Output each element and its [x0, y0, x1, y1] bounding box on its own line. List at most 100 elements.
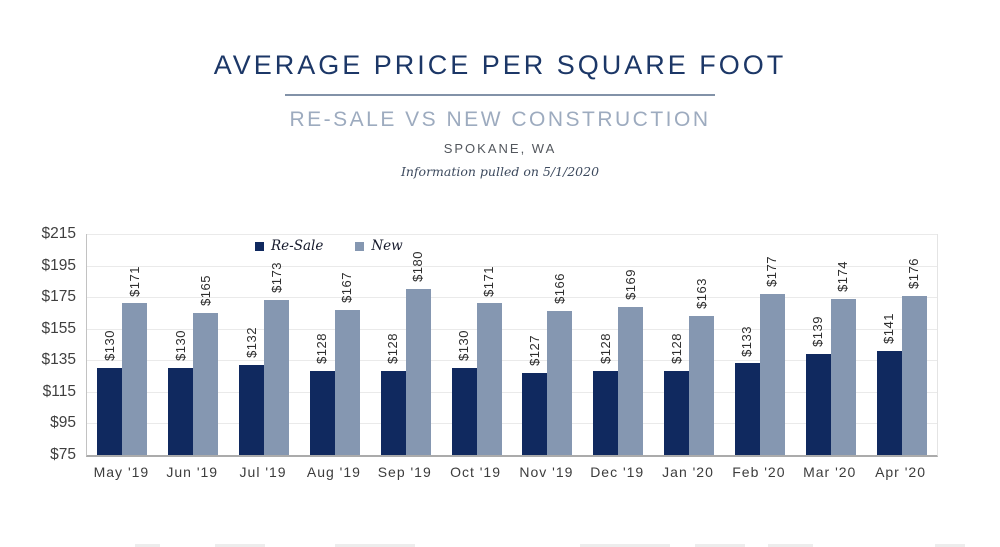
bar-value-label: $127 [526, 335, 542, 366]
gridline [87, 265, 937, 267]
bar-value-label: $176 [906, 257, 922, 289]
resale-bar [97, 368, 123, 455]
y-axis-tick-label: $135 [41, 351, 76, 369]
bar-value-label: $169 [622, 268, 638, 300]
bar-value-label: $167 [339, 271, 355, 303]
bar-value-label: $173 [268, 262, 284, 294]
bar-value-label: $177 [764, 256, 780, 287]
resale-bar [734, 363, 760, 455]
legend-swatch-icon [255, 241, 264, 251]
cropped-text-artifact [135, 544, 160, 547]
bar-value-label: $180 [410, 251, 426, 283]
bar-value-label: $130 [101, 330, 117, 362]
legend-item-new: New [355, 238, 403, 254]
new-construction-bar [405, 289, 431, 455]
info-pulled-note: Information pulled on 5/1/2020 [400, 164, 600, 179]
new-construction-bar [334, 309, 360, 455]
bar-value-label: $166 [551, 273, 567, 305]
bar-value-label: $128 [385, 333, 401, 365]
bar-value-label: $141 [881, 312, 897, 344]
y-axis-tick-label: $195 [41, 256, 76, 274]
new-construction-bar [759, 294, 785, 455]
y-axis-tick-label: $175 [41, 288, 76, 306]
chart-subtitle: RE-SALE VS NEW CONSTRUCTION [289, 108, 711, 131]
gridline [87, 391, 937, 393]
resale-bar [593, 371, 619, 455]
new-construction-bar [193, 312, 219, 455]
x-axis-labels: May '19 Jun '19 Jul '19 Aug '19 Sep '19 Oct '… [86, 464, 936, 480]
bar-value-label: $133 [739, 325, 755, 357]
new-construction-bar [547, 311, 573, 455]
resale-bar [309, 371, 335, 455]
gridline [87, 423, 937, 425]
bar-group: $128 $169 [583, 234, 654, 455]
resale-bar [876, 350, 902, 455]
bar-value-label: $128 [668, 333, 684, 365]
bar-value-label: $130 [172, 330, 188, 362]
new-construction-bar [830, 298, 856, 455]
title-divider-line [285, 94, 715, 96]
new-construction-bar [122, 303, 148, 455]
new-construction-bar [264, 300, 290, 455]
y-axis-tick-label: $155 [41, 319, 76, 337]
new-construction-bar [618, 306, 644, 455]
chart-header: AVERAGE PRICE PER SQUARE FOOT RE-SALE VS… [0, 0, 1000, 179]
cropped-text-artifact [335, 544, 415, 547]
x-axis-label: Jun '19 [166, 464, 219, 480]
x-axis-label: Aug '19 [306, 464, 361, 480]
resale-bar [805, 353, 831, 455]
bar-value-label: $171 [126, 265, 142, 297]
chart-legend: Re-Sale New [255, 238, 403, 254]
y-axis-tick-label: $215 [41, 225, 76, 242]
bar-group: $130 $165 [158, 234, 229, 455]
x-axis-label: Mar '20 [803, 464, 857, 480]
gridline [87, 297, 937, 299]
bar-group: $130 $171 [441, 234, 512, 455]
x-axis-label: Jan '20 [662, 464, 714, 480]
bar-group: $128 $163 [654, 234, 725, 455]
x-axis-label: Nov '19 [519, 464, 574, 480]
resale-bar [380, 371, 406, 455]
resale-bar [239, 365, 265, 455]
gridline [87, 328, 937, 330]
y-axis-labels: $215 $195 $175 $155 $135 $115 $95 $75 [0, 225, 80, 463]
plot-area: Re-Sale New $130 $171 $130 $165 $132 $173 $128 $… [86, 234, 938, 457]
bar-value-label: $171 [481, 265, 497, 297]
bar-value-label: $132 [243, 327, 259, 359]
page-title: AVERAGE PRICE PER SQUARE FOOT [213, 50, 787, 80]
gridline [87, 360, 937, 362]
x-axis-label: Apr '20 [875, 464, 926, 480]
cropped-text-artifact [215, 544, 265, 547]
location-label: SPOKANE, WA [443, 141, 557, 156]
y-axis-tick-label: $115 [42, 382, 76, 400]
bar-value-label: $128 [597, 333, 613, 365]
legend-item-re-sale: Re-Sale [255, 238, 323, 254]
x-axis-label: Oct '19 [450, 464, 502, 480]
bar-value-label: $174 [835, 260, 851, 292]
bar-group: $141 $176 [866, 234, 937, 455]
x-axis-label: Feb '20 [732, 464, 786, 480]
bar-group: $130 $171 [87, 234, 158, 455]
x-axis-label: Dec '19 [590, 464, 645, 480]
cropped-text-artifact [935, 544, 965, 547]
bar-value-label: $165 [197, 275, 213, 306]
bar-group: $139 $174 [795, 234, 866, 455]
resale-bar [664, 371, 690, 455]
resale-bar [451, 368, 477, 455]
new-construction-bar [901, 295, 927, 455]
bar-group: $128 $167 [299, 234, 370, 455]
bar-value-label: $139 [810, 316, 826, 347]
x-axis-label: Sep '19 [377, 464, 432, 480]
gridline [87, 234, 937, 235]
legend-swatch-icon [355, 241, 365, 251]
x-axis-label: May '19 [93, 464, 150, 480]
legend-label: New [371, 238, 403, 254]
cropped-text-artifact [695, 544, 745, 547]
new-construction-bar [689, 316, 715, 455]
bar-group: $132 $173 [229, 234, 300, 455]
legend-label: Re-Sale [271, 238, 324, 254]
bar-group: $128 $180 [370, 234, 441, 455]
cropped-text-artifact [768, 544, 813, 547]
new-construction-bar [476, 303, 502, 455]
